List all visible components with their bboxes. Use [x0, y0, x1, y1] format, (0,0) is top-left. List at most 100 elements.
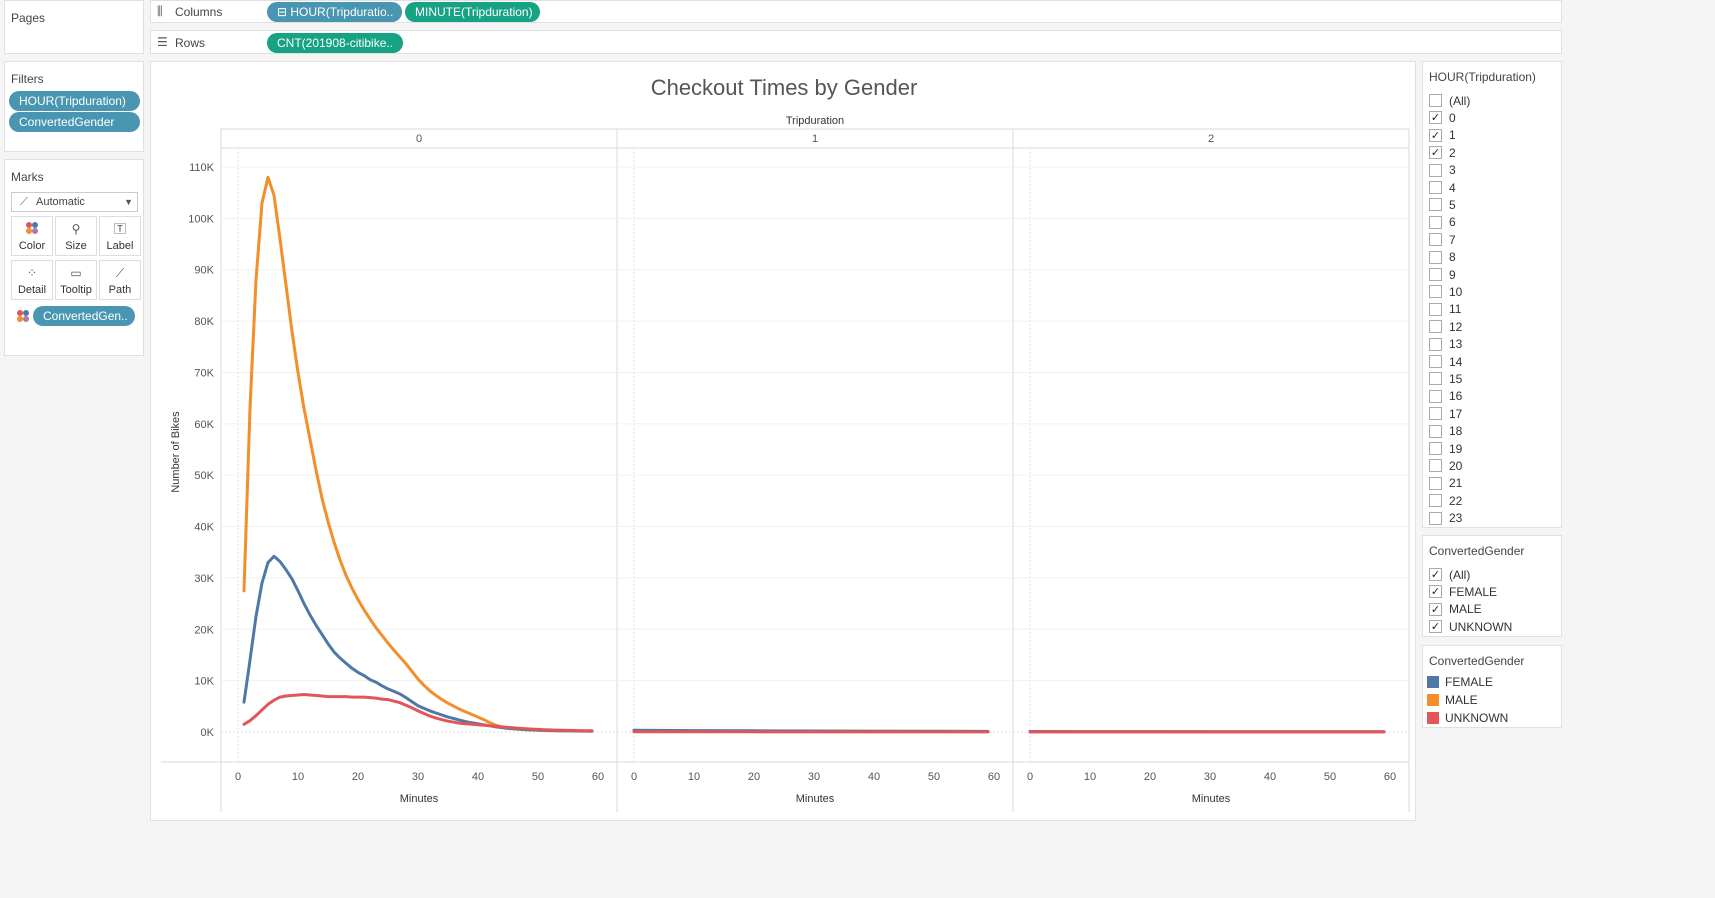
series-line-female — [242, 554, 594, 733]
hour-filter-item[interactable]: 11 — [1429, 301, 1461, 318]
hour-filter-item[interactable]: 6 — [1429, 214, 1456, 231]
y-tick-label: 0K — [201, 727, 215, 739]
checkbox[interactable] — [1429, 268, 1442, 281]
checkbox[interactable] — [1429, 407, 1442, 421]
hour-filter-item[interactable]: 19 — [1429, 440, 1462, 457]
pages-panel: Pages — [4, 0, 144, 54]
hour-filter-item-label: 21 — [1449, 476, 1463, 491]
hour-filter-item[interactable]: 18 — [1429, 423, 1462, 440]
hour-filter-item[interactable]: 13 — [1429, 336, 1462, 353]
checkbox[interactable] — [1429, 389, 1442, 403]
checkbox[interactable] — [1429, 442, 1442, 455]
rows-shelf[interactable]: ☰ Rows CNT(201908-citibike.. — [150, 30, 1562, 54]
legend-item-label: FEMALE — [1445, 675, 1494, 689]
checkbox[interactable]: ✓ — [1429, 146, 1442, 160]
marks-color-button[interactable]: Color — [11, 216, 53, 256]
hour-filter-item[interactable]: ✓ 0 — [1429, 109, 1456, 126]
filter-pill-gender[interactable]: ConvertedGender — [9, 112, 140, 132]
hour-filter-item[interactable]: 21 — [1429, 475, 1462, 492]
checkbox[interactable] — [1429, 320, 1442, 334]
hour-filter-item-label: 23 — [1449, 511, 1463, 526]
hour-filter-item[interactable]: 7 — [1429, 231, 1456, 248]
hour-filter-item[interactable]: ✓ 2 — [1429, 144, 1456, 161]
hour-filter-item-label: 20 — [1449, 458, 1463, 473]
hour-filter-item-label: 17 — [1449, 406, 1463, 421]
gender-filter-item[interactable]: ✓ MALE — [1429, 601, 1482, 618]
chart-title: Checkout Times by Gender — [651, 75, 918, 100]
checkbox[interactable] — [1429, 181, 1442, 194]
checkbox[interactable]: ✓ — [1429, 585, 1442, 599]
gender-filter-item[interactable]: ✓ FEMALE — [1429, 583, 1497, 600]
pages-title: Pages — [11, 11, 46, 25]
filter-pill-hour[interactable]: HOUR(Tripduration) — [9, 91, 140, 111]
legend-item[interactable]: UNKNOWN — [1427, 709, 1508, 727]
checkbox[interactable] — [1429, 250, 1442, 264]
checkbox[interactable] — [1429, 424, 1442, 438]
x-tick-label: 30 — [1204, 771, 1216, 783]
mark-type-dropdown[interactable]: ⟋ Automatic ▼ — [11, 192, 138, 212]
checkbox[interactable]: ✓ — [1429, 128, 1442, 142]
hour-filter-item[interactable]: 5 — [1429, 196, 1456, 213]
hour-filter-item-label: 6 — [1449, 215, 1456, 230]
y-axis-label: Number of Bikes — [170, 411, 182, 493]
gender-filter-item[interactable]: ✓ UNKNOWN — [1429, 618, 1512, 635]
marks-color-pill[interactable]: ConvertedGen.. — [33, 306, 135, 326]
checkbox[interactable] — [1429, 355, 1442, 368]
x-tick-label: 50 — [532, 771, 544, 783]
checkbox[interactable] — [1429, 163, 1442, 177]
checkbox[interactable]: ✓ — [1429, 111, 1442, 125]
checkbox[interactable] — [1429, 94, 1442, 107]
hour-filter-item[interactable]: 9 — [1429, 266, 1456, 283]
hour-filter-item[interactable]: ✓ 1 — [1429, 127, 1456, 144]
hour-filter-item[interactable]: 16 — [1429, 388, 1462, 405]
gender-filter-item-label: MALE — [1449, 602, 1482, 617]
hour-filter-item-label: 3 — [1449, 163, 1456, 178]
hour-filter-item[interactable]: 20 — [1429, 457, 1462, 474]
checkbox[interactable] — [1429, 215, 1442, 229]
rows-pill-count[interactable]: CNT(201908-citibike.. — [267, 33, 403, 53]
hour-filter-item[interactable]: 22 — [1429, 492, 1462, 509]
checkbox[interactable]: ✓ — [1429, 602, 1442, 616]
marks-tooltip-button[interactable]: ▭ Tooltip — [55, 260, 97, 300]
marks-label-button[interactable]: 🅃 Label — [99, 216, 141, 256]
checkbox[interactable]: ✓ — [1429, 620, 1442, 634]
checkbox[interactable] — [1429, 198, 1442, 212]
legend-item[interactable]: MALE — [1427, 691, 1478, 709]
marks-path-button[interactable]: ⟋ Path — [99, 260, 141, 300]
hour-filter-item[interactable]: 8 — [1429, 249, 1456, 266]
checkbox[interactable] — [1429, 302, 1442, 316]
checkbox[interactable] — [1429, 476, 1442, 490]
legend-item[interactable]: FEMALE — [1427, 673, 1493, 691]
hour-filter-item[interactable]: 10 — [1429, 283, 1462, 300]
marks-size-button[interactable]: ⚲ Size — [55, 216, 97, 256]
gender-filter-item[interactable]: ✓ (All) — [1429, 566, 1470, 583]
hour-filter-item[interactable]: 12 — [1429, 318, 1462, 335]
hour-filter-item-label: 5 — [1449, 197, 1456, 212]
hour-filter-item[interactable]: 4 — [1429, 179, 1456, 196]
checkbox[interactable] — [1429, 372, 1442, 386]
checkbox[interactable] — [1429, 511, 1442, 525]
checkbox[interactable] — [1429, 233, 1442, 247]
checkbox[interactable]: ✓ — [1429, 568, 1442, 581]
checkbox[interactable] — [1429, 337, 1442, 351]
checkbox[interactable] — [1429, 285, 1442, 299]
columns-pill-hour[interactable]: ⊟ HOUR(Tripduratio.. — [267, 2, 402, 22]
columns-shelf[interactable]: ⫼ Columns ⊟ HOUR(Tripduratio.. MINUTE(Tr… — [150, 0, 1562, 23]
hour-filter-item-label: 12 — [1449, 319, 1463, 334]
columns-pill-minute[interactable]: MINUTE(Tripduration) — [405, 2, 540, 22]
marks-detail-button[interactable]: ⁘ Detail — [11, 260, 53, 300]
checkbox[interactable] — [1429, 459, 1442, 473]
y-tick-label: 30K — [194, 573, 214, 585]
filters-title: Filters — [11, 72, 44, 86]
hour-filter-item[interactable]: 14 — [1429, 353, 1462, 370]
legend-item-label: UNKNOWN — [1445, 711, 1509, 725]
hour-filter-item[interactable]: 3 — [1429, 162, 1456, 179]
y-tick-label: 110K — [189, 162, 215, 174]
hour-filter-item[interactable]: 23 — [1429, 510, 1462, 527]
marks-panel: Marks ⟋ Automatic ▼ Color ⚲ Size 🅃 Label… — [4, 159, 144, 356]
marks-size-label: Size — [65, 240, 87, 252]
checkbox[interactable] — [1429, 494, 1442, 508]
hour-filter-item[interactable]: 15 — [1429, 370, 1462, 387]
hour-filter-item[interactable]: (All) — [1429, 92, 1470, 109]
hour-filter-item[interactable]: 17 — [1429, 405, 1462, 422]
